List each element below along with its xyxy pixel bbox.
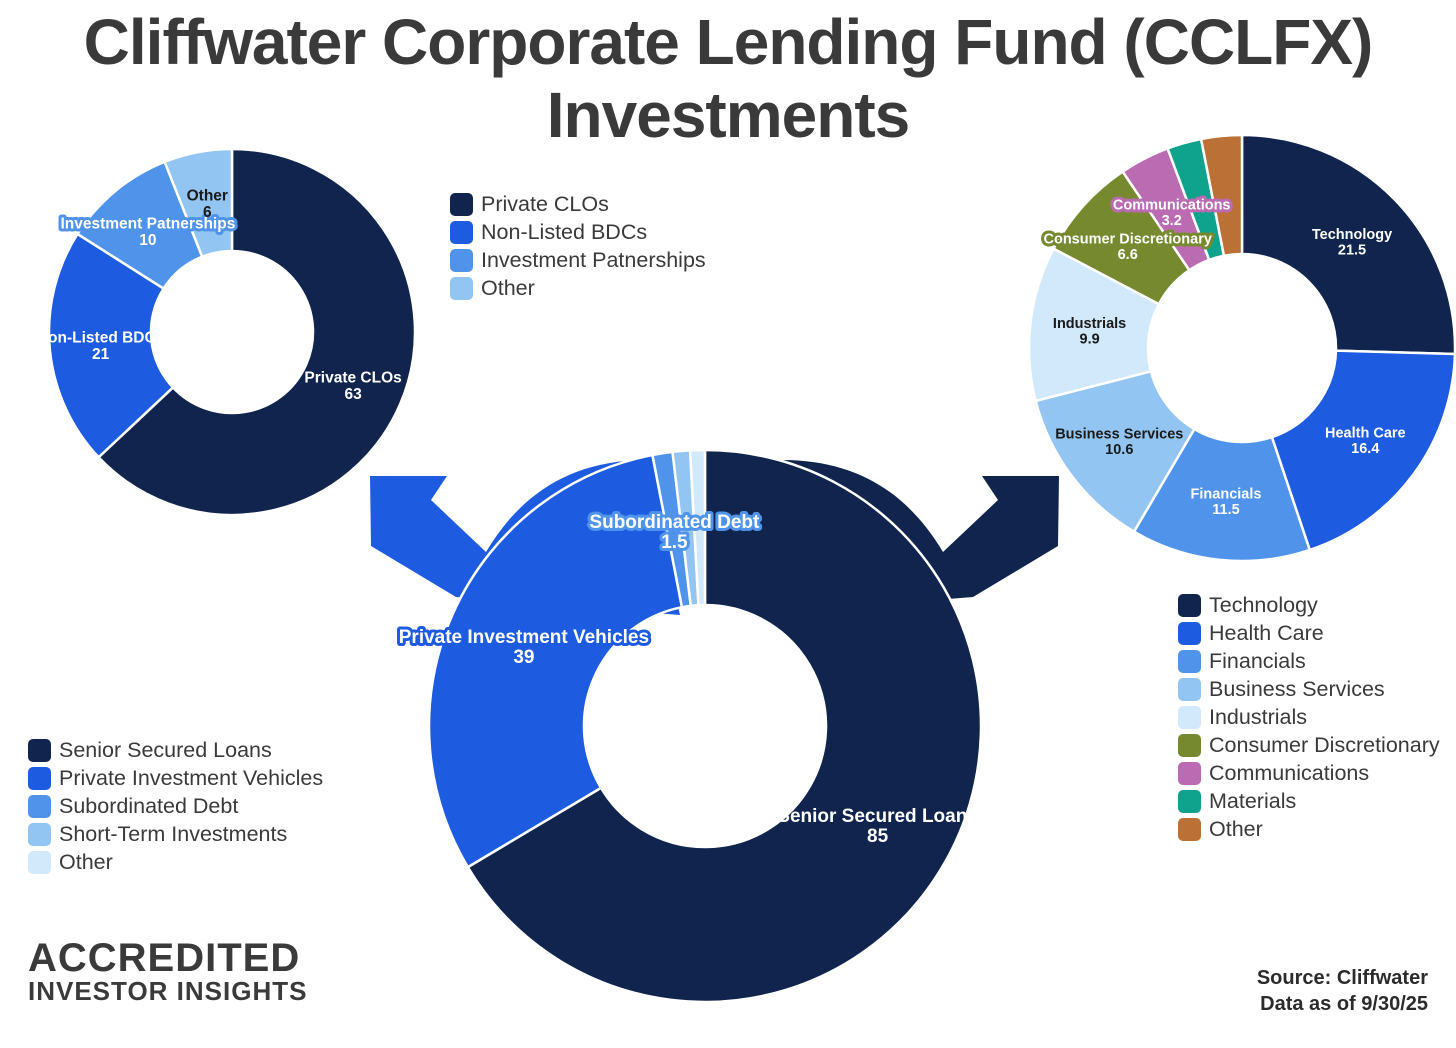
svg-text:Financials: Financials	[1191, 487, 1262, 503]
svg-text:Technology: Technology	[1312, 227, 1392, 243]
svg-text:11.5: 11.5	[1212, 502, 1239, 518]
svg-text:16.4: 16.4	[1351, 441, 1379, 457]
svg-text:Investment Patnerships: Investment Patnerships	[60, 215, 235, 232]
svg-text:Subordinated Debt: Subordinated Debt	[589, 512, 760, 533]
svg-text:Communications: Communications	[1113, 198, 1231, 214]
svg-text:39: 39	[513, 647, 534, 668]
svg-text:10.6: 10.6	[1105, 442, 1133, 458]
svg-text:Health Care: Health Care	[1325, 425, 1406, 441]
svg-text:3.2: 3.2	[1162, 213, 1182, 229]
svg-text:21.5: 21.5	[1338, 243, 1366, 259]
svg-text:Non-Listed BDCs: Non-Listed BDCs	[37, 329, 164, 346]
svg-text:Business Services: Business Services	[1055, 426, 1183, 442]
svg-text:Industrials: Industrials	[1053, 316, 1126, 332]
svg-text:6.6: 6.6	[1118, 247, 1138, 263]
svg-text:9.9: 9.9	[1080, 332, 1100, 348]
svg-text:Senior Secured Loans: Senior Secured Loans	[777, 806, 978, 827]
svg-text:Private CLOs: Private CLOs	[304, 369, 401, 386]
svg-text:63: 63	[344, 386, 362, 403]
svg-text:85: 85	[867, 826, 889, 847]
svg-text:Private Investment Vehicles: Private Investment Vehicles	[399, 627, 649, 648]
svg-text:Consumer Discretionary: Consumer Discretionary	[1043, 232, 1211, 248]
svg-text:Other: Other	[187, 187, 228, 204]
svg-text:6: 6	[203, 204, 212, 221]
svg-text:1.5: 1.5	[661, 532, 688, 553]
svg-text:21: 21	[92, 346, 110, 363]
svg-text:10: 10	[139, 232, 156, 249]
